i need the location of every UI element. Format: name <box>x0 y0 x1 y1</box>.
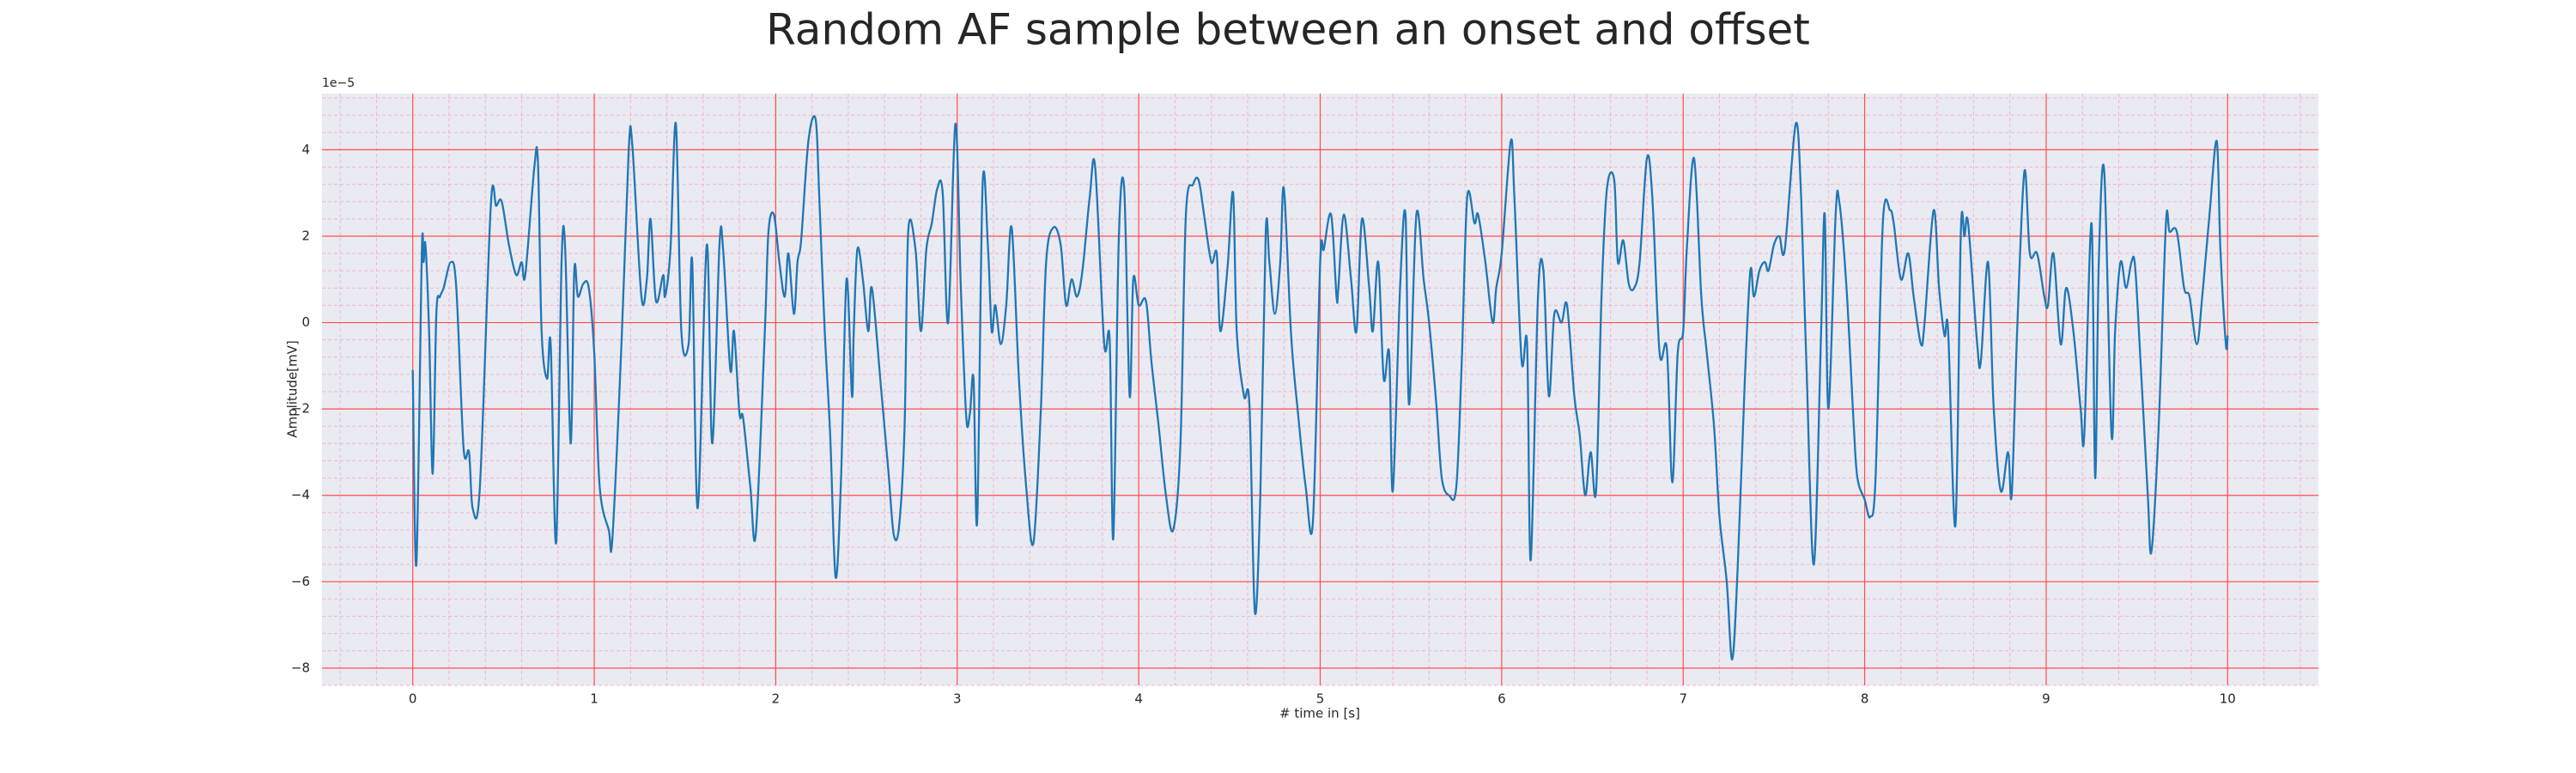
y-tick-label: −2 <box>291 401 310 417</box>
x-tick-label: 5 <box>1316 691 1325 707</box>
y-tick-label: −4 <box>291 487 310 502</box>
x-tick-label: 3 <box>953 691 962 707</box>
y-tick-label: 4 <box>301 142 310 157</box>
x-tick-label: 0 <box>409 691 417 707</box>
x-tick-label: 2 <box>772 691 781 707</box>
line-series <box>411 115 2229 660</box>
y-tick-label: 0 <box>301 314 310 330</box>
x-tick-label: 8 <box>1861 691 1869 707</box>
y-axis-label: Amplitude[mV] <box>285 340 301 437</box>
x-axis-label: # time in [s] <box>1279 706 1360 721</box>
y-offset-label: 1e−5 <box>322 76 355 90</box>
y-tick-label: −6 <box>291 574 310 589</box>
x-tick-label: 4 <box>1134 691 1143 707</box>
x-tick-label: 7 <box>1679 691 1687 707</box>
x-tick-label: 6 <box>1498 691 1506 707</box>
y-tick-label: 2 <box>301 228 310 243</box>
x-tick-label: 10 <box>2220 691 2236 707</box>
chart-title: Random AF sample between an onset and of… <box>766 5 1810 55</box>
x-tick-label: 1 <box>590 691 598 707</box>
x-tick-label: 9 <box>2042 691 2050 707</box>
y-tick-label: −8 <box>291 660 310 675</box>
